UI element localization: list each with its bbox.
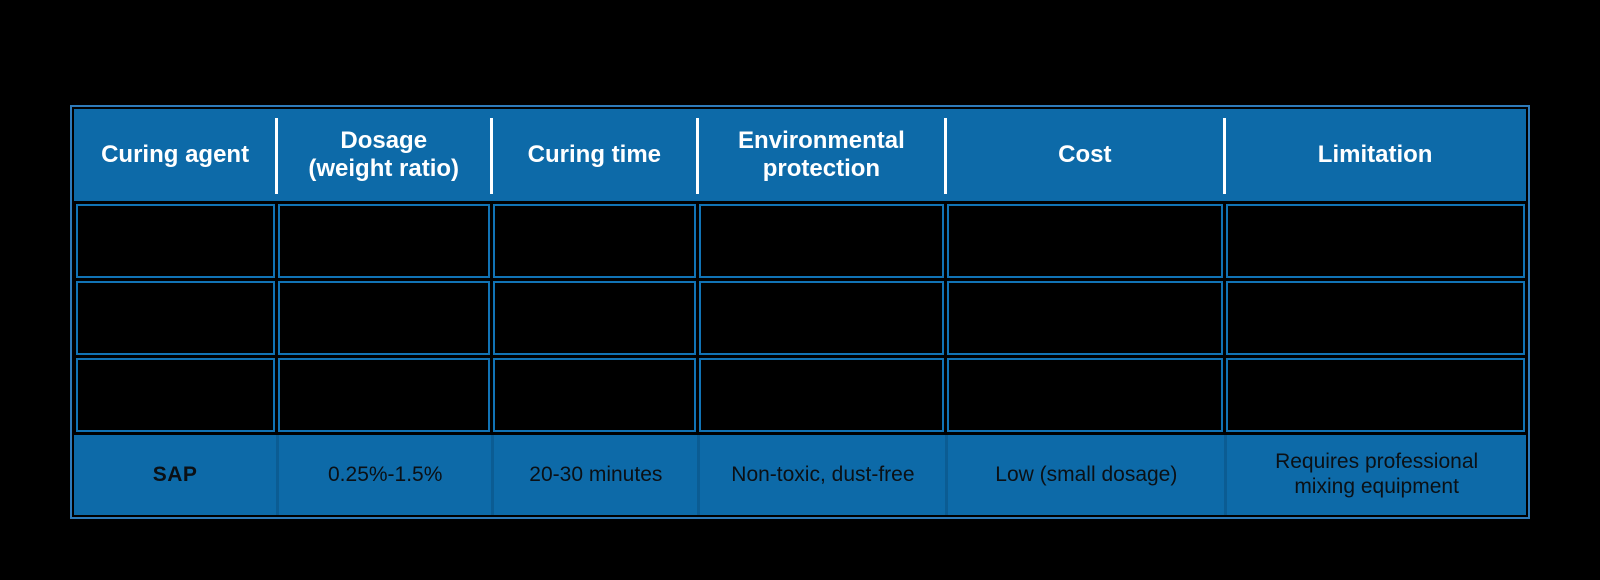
- table-cell-empty: [946, 281, 1223, 355]
- cell-text: 20-30 minutes: [529, 462, 663, 486]
- cell-text: Requires professional: [1275, 450, 1479, 474]
- cell-curing-time-value: 20-30 minutes: [491, 435, 697, 515]
- table-cell-empty: [277, 358, 490, 432]
- header-cell-cost: Cost: [944, 109, 1224, 201]
- cell-text: 0.25%-1.5%: [328, 462, 443, 486]
- cell-cost-value: Low (small dosage): [945, 435, 1224, 515]
- table-cell-empty: [75, 204, 275, 278]
- table-header-row: Curing agent Dosage (weight ratio) Curin…: [74, 109, 1526, 201]
- header-cell-limitation: Limitation: [1223, 109, 1526, 201]
- table-cell-empty: [1225, 358, 1525, 432]
- table-cell-empty: [946, 358, 1223, 432]
- header-label: Limitation: [1317, 140, 1433, 168]
- cell-text-line2: mixing equipment: [1294, 475, 1459, 498]
- table-cell-empty: [492, 358, 696, 432]
- header-label: Dosage: [340, 126, 428, 154]
- header-cell-curing-time: Curing time: [490, 109, 697, 201]
- header-label: Curing time: [527, 140, 662, 168]
- header-cell-environmental-protection: Environmental protection: [696, 109, 945, 201]
- header-cell-dosage: Dosage (weight ratio): [275, 109, 491, 201]
- cell-text: Low (small dosage): [995, 462, 1178, 486]
- table-row-empty-1: [74, 204, 1526, 278]
- cell-environmental-value: Non-toxic, dust-free: [697, 435, 945, 515]
- cell-dosage-value: 0.25%-1.5%: [276, 435, 491, 515]
- cell-text: Non-toxic, dust-free: [731, 462, 915, 486]
- table-cell-empty: [492, 281, 696, 355]
- table-cell-empty: [1225, 281, 1525, 355]
- table-row-empty-3: [74, 358, 1526, 432]
- table-cell-empty: [698, 358, 944, 432]
- header-label-line2: protection: [762, 155, 881, 182]
- table-row-empty-2: [74, 281, 1526, 355]
- table-cell-empty: [698, 204, 944, 278]
- table-cell-empty: [492, 204, 696, 278]
- table-cell-empty: [698, 281, 944, 355]
- cell-limitation-value: Requires professional mixing equipment: [1224, 435, 1526, 515]
- cell-text: SAP: [152, 462, 198, 486]
- curing-agent-comparison-table: Curing agent Dosage (weight ratio) Curin…: [70, 105, 1530, 519]
- header-label: Environmental: [738, 126, 905, 154]
- table-cell-empty: [277, 204, 490, 278]
- header-label: Cost: [1058, 140, 1112, 168]
- table-cell-empty: [75, 358, 275, 432]
- header-cell-curing-agent: Curing agent: [74, 109, 276, 201]
- header-label: Curing agent: [101, 140, 250, 168]
- table-cell-empty: [1225, 204, 1525, 278]
- cell-curing-agent-value: SAP: [74, 435, 276, 515]
- table-row-sap: SAP 0.25%-1.5% 20-30 minutes Non-toxic, …: [74, 435, 1526, 515]
- table-cell-empty: [946, 204, 1223, 278]
- table-cell-empty: [75, 281, 275, 355]
- table-cell-empty: [277, 281, 490, 355]
- header-label-line2: (weight ratio): [308, 155, 460, 182]
